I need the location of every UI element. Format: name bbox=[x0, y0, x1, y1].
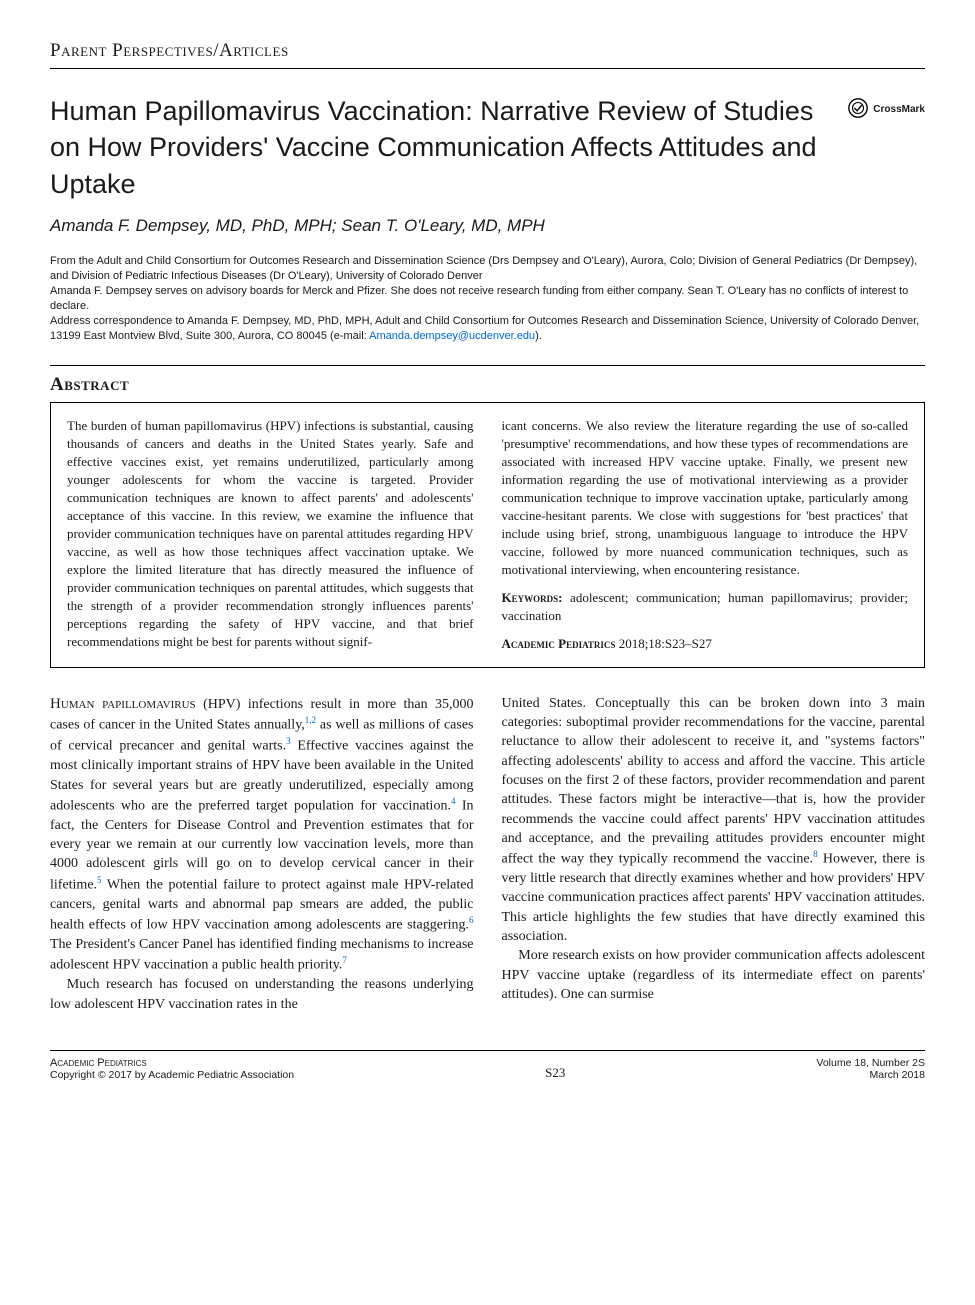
ref-link-6[interactable]: 6 bbox=[469, 915, 474, 925]
body-paragraph-1: Human papillomavirus (HPV) infections re… bbox=[50, 694, 474, 976]
body-col-right: United States. Conceptually this can be … bbox=[502, 694, 926, 1014]
body-col-left: Human papillomavirus (HPV) infections re… bbox=[50, 694, 474, 1014]
citation-journal: Academic Pediatrics bbox=[502, 636, 616, 651]
body-text-f: The President's Cancer Panel has identif… bbox=[50, 937, 474, 973]
page-footer: Academic Pediatrics Copyright © 2017 by … bbox=[50, 1050, 925, 1081]
affiliation-correspondence: Address correspondence to Amanda F. Demp… bbox=[50, 314, 925, 344]
correspondence-suffix: ). bbox=[535, 330, 542, 342]
affiliation-coi: Amanda F. Dempsey serves on advisory boa… bbox=[50, 284, 925, 314]
affiliations-block: From the Adult and Child Consortium for … bbox=[50, 254, 925, 343]
correspondence-email-link[interactable]: Amanda.dempsey@ucdenver.edu bbox=[369, 330, 535, 342]
footer-page-number: S23 bbox=[545, 1065, 565, 1081]
citation-details: 2018;18:S23–S27 bbox=[619, 636, 712, 651]
title-row: Human Papillomavirus Vaccination: Narrat… bbox=[50, 93, 925, 202]
article-title: Human Papillomavirus Vaccination: Narrat… bbox=[50, 93, 847, 202]
crossmark-label: CrossMark bbox=[873, 104, 925, 115]
keywords-row: Keywords: adolescent; communication; hum… bbox=[502, 589, 909, 625]
footer-date: March 2018 bbox=[816, 1069, 925, 1081]
keywords-label: Keywords: bbox=[502, 590, 563, 605]
abstract-col-left: The burden of human papillomavirus (HPV)… bbox=[67, 417, 474, 652]
footer-left: Academic Pediatrics Copyright © 2017 by … bbox=[50, 1057, 294, 1081]
crossmark-badge[interactable]: CrossMark bbox=[847, 97, 925, 122]
footer-journal: Academic Pediatrics bbox=[50, 1057, 294, 1069]
abstract-continuation: icant concerns. We also review the liter… bbox=[502, 418, 909, 577]
citation-row: Academic Pediatrics 2018;18:S23–S27 bbox=[502, 635, 909, 653]
lead-words: Human papillomavirus bbox=[50, 696, 196, 712]
affiliation-from: From the Adult and Child Consortium for … bbox=[50, 254, 925, 284]
footer-copyright: Copyright © 2017 by Academic Pediatric A… bbox=[50, 1069, 294, 1081]
abstract-heading: Abstract bbox=[50, 374, 925, 396]
section-header: Parent Perspectives/Articles bbox=[50, 40, 925, 69]
ref-link-1-2[interactable]: 1,2 bbox=[305, 715, 316, 725]
body-paragraph-4: More research exists on how provider com… bbox=[502, 946, 926, 1004]
crossmark-icon bbox=[847, 97, 869, 122]
footer-volume: Volume 18, Number 2S bbox=[816, 1057, 925, 1069]
body-paragraph-3: United States. Conceptually this can be … bbox=[502, 694, 926, 947]
footer-right: Volume 18, Number 2S March 2018 bbox=[816, 1057, 925, 1081]
body-text-col2-a: United States. Conceptually this can be … bbox=[502, 696, 926, 867]
horizontal-rule bbox=[50, 365, 925, 366]
abstract-box: The burden of human papillomavirus (HPV)… bbox=[50, 402, 925, 667]
body-text-e: When the potential failure to protect ag… bbox=[50, 877, 474, 932]
authors: Amanda F. Dempsey, MD, PhD, MPH; Sean T.… bbox=[50, 216, 925, 236]
ref-link-7[interactable]: 7 bbox=[342, 955, 347, 965]
keywords-list: adolescent; communication; human papillo… bbox=[502, 590, 909, 623]
body-paragraph-2: Much research has focused on understandi… bbox=[50, 975, 474, 1014]
abstract-col-right: icant concerns. We also review the liter… bbox=[502, 417, 909, 652]
body-columns: Human papillomavirus (HPV) infections re… bbox=[50, 694, 925, 1014]
